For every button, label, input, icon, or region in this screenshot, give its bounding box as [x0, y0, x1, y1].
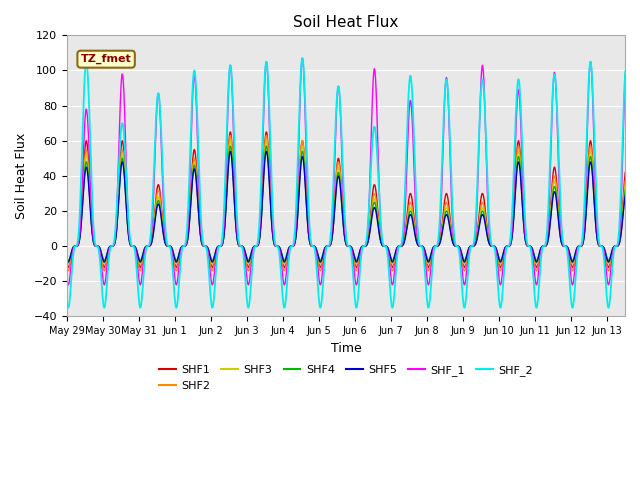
SHF4 [65, 257, 72, 263]
Line: SHF5: SHF5 [67, 151, 640, 262]
SHF5 [529, 248, 537, 254]
SHF3 [390, 257, 398, 263]
SHF5 [227, 148, 234, 154]
Line: SHF_1: SHF_1 [67, 58, 640, 285]
SHF_1 [121, 108, 129, 113]
SHF2 [562, 243, 570, 249]
SHF2 [63, 264, 70, 269]
SHF5 [562, 243, 570, 249]
Line: SHF2: SHF2 [67, 135, 640, 271]
SHF1 [639, 261, 640, 266]
SHF4 [632, 243, 639, 249]
SHF3 [529, 249, 537, 254]
SHF_1 [562, 243, 570, 249]
SHF5 [639, 256, 640, 262]
Title: Soil Heat Flux: Soil Heat Flux [293, 15, 399, 30]
Line: SHF3: SHF3 [67, 141, 640, 264]
SHF4 [529, 248, 537, 253]
SHF5 [245, 258, 253, 264]
SHF_1 [390, 274, 398, 279]
Text: TZ_fmet: TZ_fmet [81, 54, 131, 64]
X-axis label: Time: Time [330, 342, 361, 355]
SHF1 [245, 263, 253, 269]
Line: SHF1: SHF1 [67, 132, 640, 267]
SHF2 [529, 251, 537, 256]
SHF1 [63, 261, 70, 266]
SHF5 [65, 259, 72, 265]
SHF3 [639, 258, 640, 264]
SHF_2 [121, 140, 129, 146]
SHF2 [390, 263, 398, 268]
SHF_2 [639, 296, 640, 302]
SHF_1 [632, 242, 639, 248]
SHF_2 [299, 55, 307, 61]
SHF4 [63, 255, 70, 261]
SHF5 [63, 256, 70, 262]
SHF4 [245, 256, 253, 262]
SHF_2 [63, 296, 70, 302]
SHF5 [632, 243, 639, 249]
SHF3 [632, 243, 639, 249]
SHF3 [562, 243, 570, 249]
Legend: SHF1, SHF2, SHF3, SHF4, SHF5, SHF_1, SHF_2: SHF1, SHF2, SHF3, SHF4, SHF5, SHF_1, SHF… [155, 361, 537, 395]
SHF_1 [63, 275, 70, 281]
SHF1 [390, 260, 398, 265]
SHF3 [65, 261, 72, 267]
SHF2 [245, 266, 253, 272]
SHF1 [227, 129, 234, 135]
SHF1 [632, 243, 639, 249]
SHF_2 [65, 305, 72, 311]
SHF2 [121, 167, 129, 173]
SHF1 [529, 250, 537, 255]
SHF_1 [529, 255, 537, 261]
SHF3 [245, 260, 253, 265]
SHF4 [639, 255, 640, 261]
SHF4 [121, 174, 129, 180]
SHF3 [121, 171, 129, 177]
SHF_1 [245, 281, 253, 287]
SHF5 [390, 256, 398, 262]
SHF2 [227, 132, 234, 138]
SHF_1 [639, 275, 640, 281]
SHF_2 [390, 295, 398, 300]
SHF1 [562, 243, 570, 249]
SHF_2 [562, 243, 570, 249]
SHF2 [639, 264, 640, 269]
SHF4 [562, 243, 570, 249]
SHF_1 [299, 55, 307, 61]
SHF2 [65, 268, 72, 274]
SHF2 [632, 243, 639, 249]
SHF3 [227, 138, 234, 144]
SHF3 [63, 258, 70, 264]
SHF_2 [529, 268, 537, 274]
SHF5 [121, 177, 129, 182]
SHF4 [227, 143, 234, 149]
Line: SHF_2: SHF_2 [67, 58, 640, 308]
Y-axis label: Soil Heat Flux: Soil Heat Flux [15, 133, 28, 219]
SHF_2 [632, 240, 639, 246]
SHF1 [65, 264, 72, 270]
SHF_1 [65, 282, 72, 288]
SHF4 [390, 254, 398, 260]
SHF1 [121, 160, 129, 166]
Line: SHF4: SHF4 [67, 146, 640, 260]
SHF_2 [245, 303, 253, 309]
